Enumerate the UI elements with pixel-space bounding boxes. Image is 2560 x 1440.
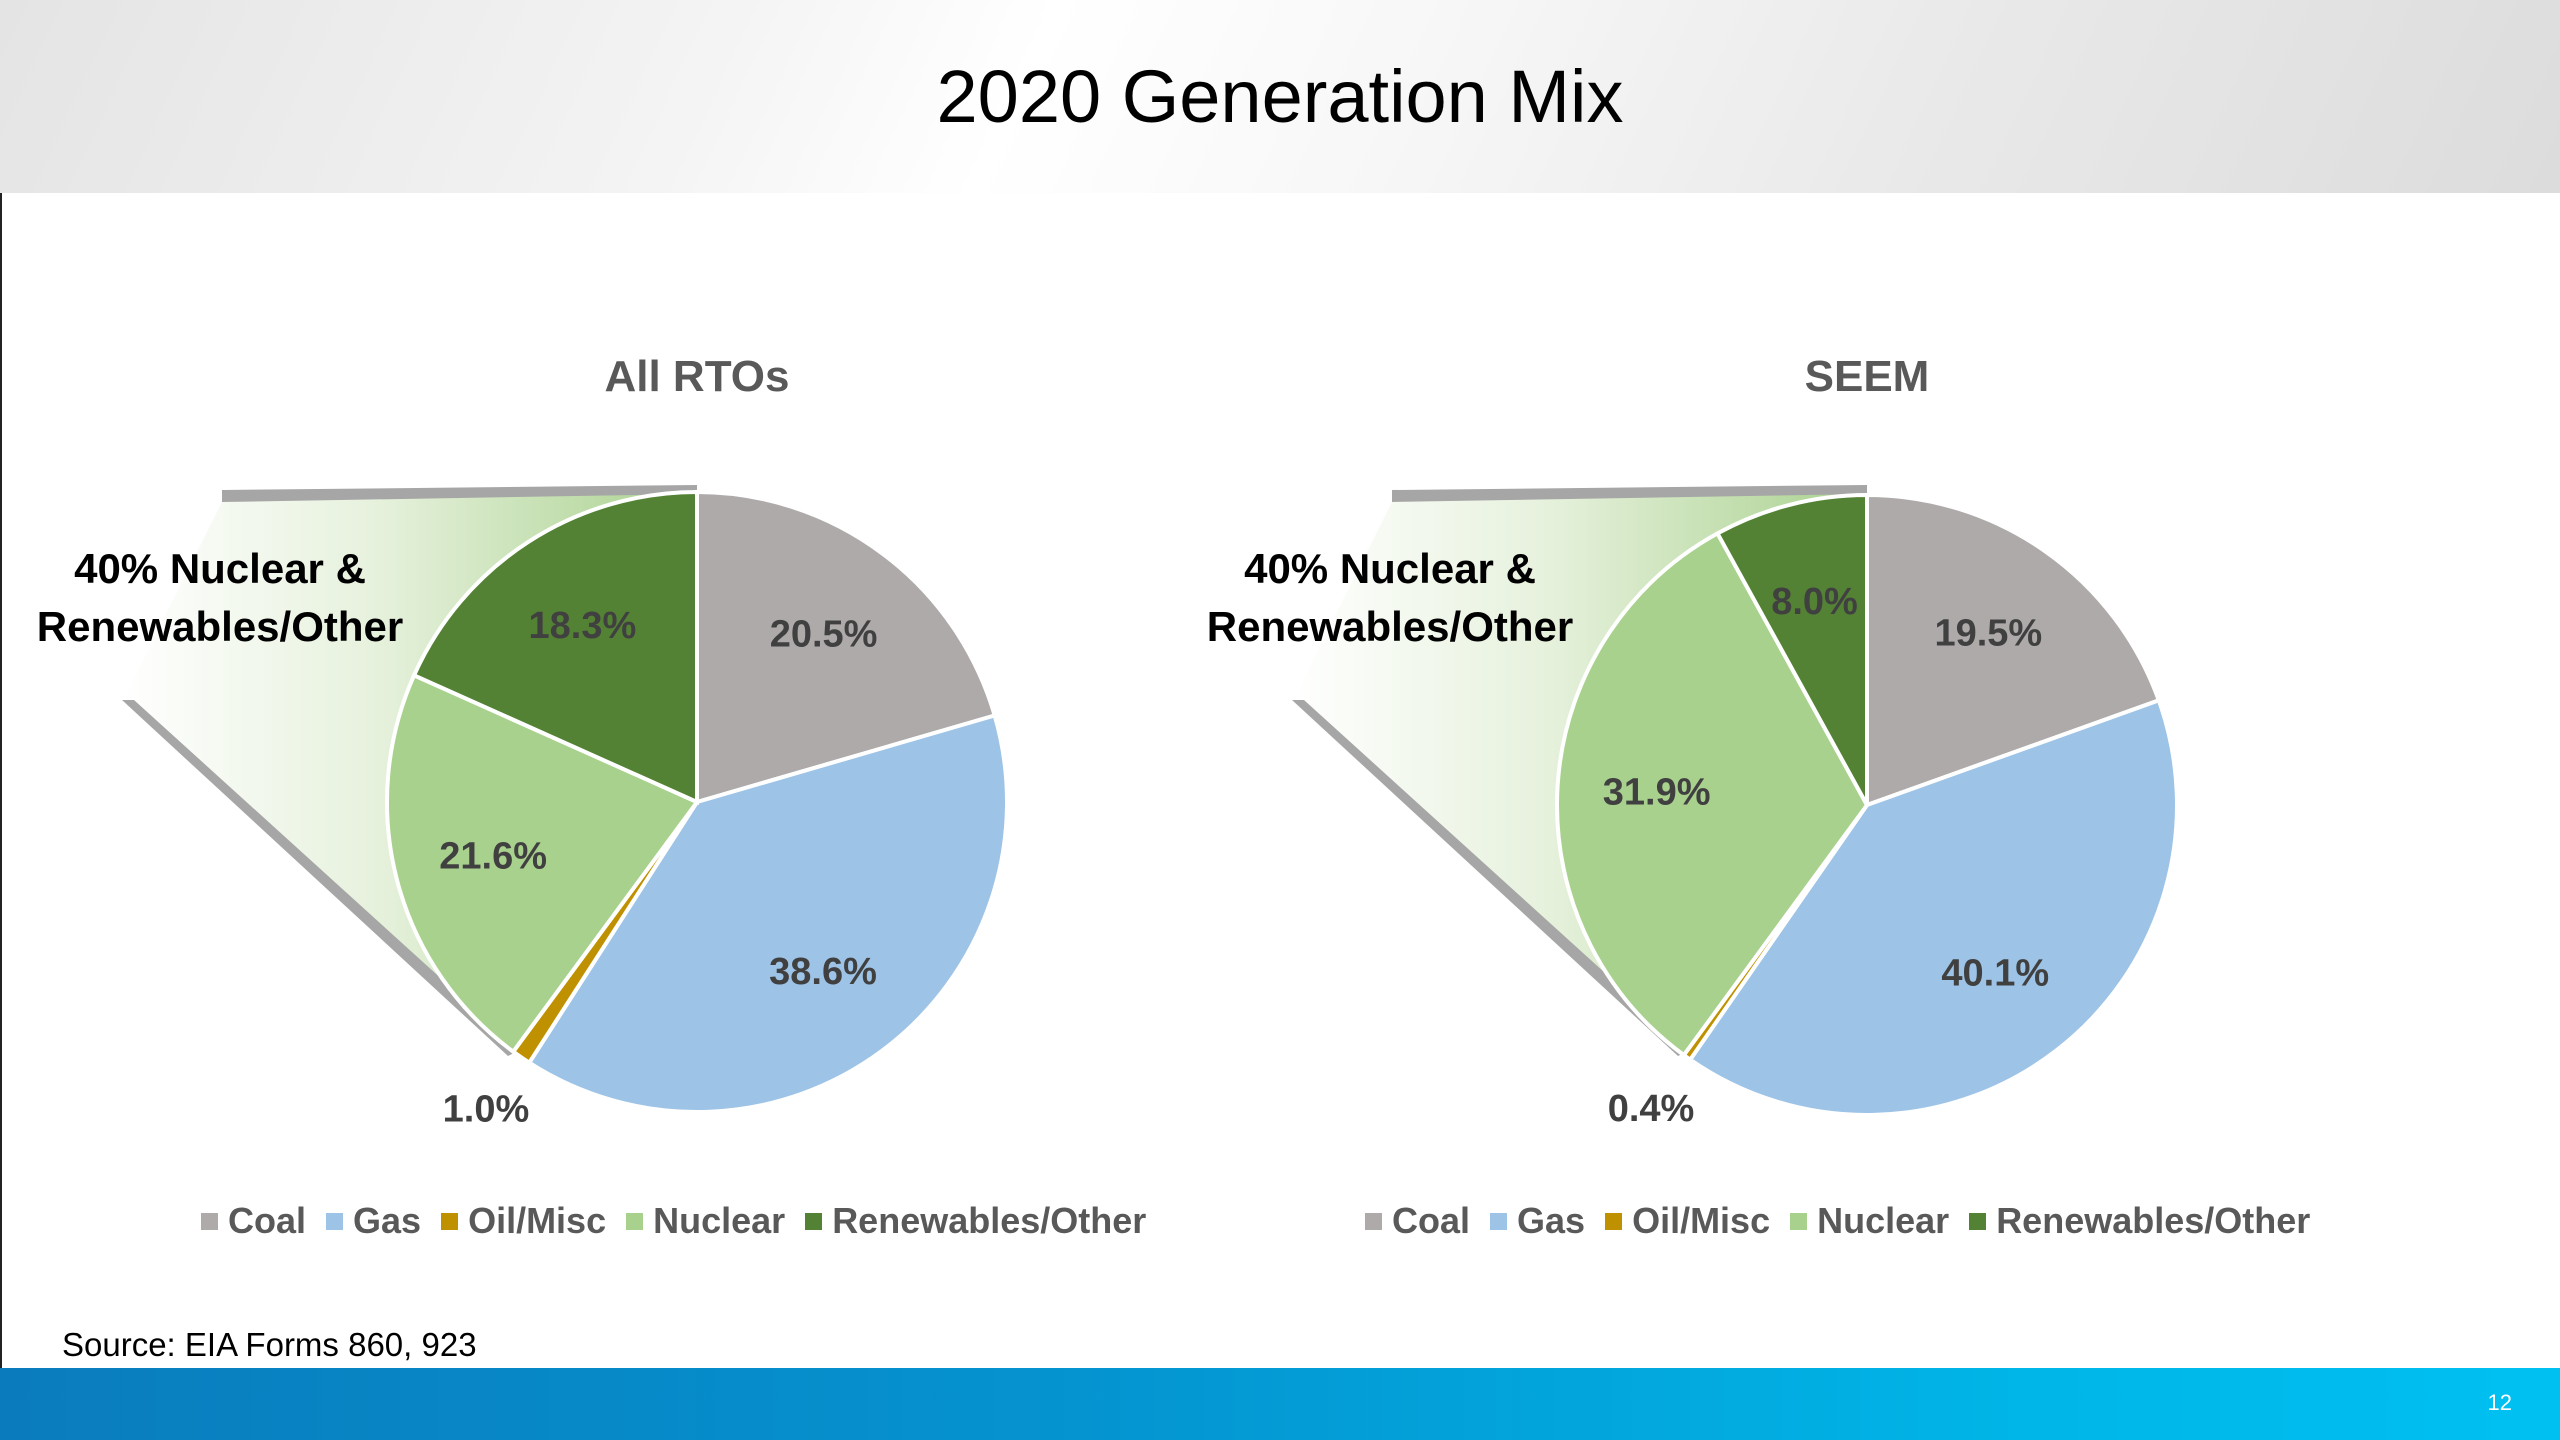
- data-label: 40.1%: [1941, 952, 2049, 994]
- legend-item: Nuclear: [626, 1200, 785, 1242]
- legend-item: Nuclear: [1790, 1200, 1949, 1242]
- data-label: 20.5%: [770, 613, 878, 655]
- footer-bar: [0, 1368, 2560, 1440]
- legend-label: Renewables/Other: [1996, 1200, 2311, 1241]
- callout-all-rtos: 40% Nuclear & Renewables/Other: [36, 545, 404, 650]
- legend-item: Oil/Misc: [441, 1200, 606, 1242]
- callout-edge-top: [1392, 485, 1867, 502]
- legend-swatch: [441, 1212, 459, 1230]
- chart-title-seem: SEEM: [1804, 352, 1930, 401]
- data-label: 18.3%: [529, 605, 637, 647]
- data-label: 31.9%: [1603, 771, 1711, 813]
- legend-item: Oil/Misc: [1605, 1200, 1770, 1242]
- legend-swatch: [1365, 1212, 1382, 1230]
- slide-title: 2020 Generation Mix: [936, 55, 1624, 138]
- legend-seem: Coal Gas Oil/Misc Nuclear Renewables/Other: [1365, 1200, 2330, 1242]
- left-border: [0, 193, 2, 1368]
- pie-chart-all-rtos: 20.5% 38.6% 1.0% 21.6% 18.3%: [122, 485, 1009, 1130]
- header-band: [0, 0, 2560, 193]
- legend-swatch: [1490, 1212, 1508, 1230]
- legend-swatch: [326, 1212, 344, 1230]
- pie-slice-renewables-other: [411, 489, 699, 806]
- data-label: 1.0%: [443, 1088, 530, 1130]
- pie-slice-coal: [695, 489, 998, 805]
- data-label: 21.6%: [439, 836, 547, 878]
- pie-slice-nuclear: [1555, 530, 1870, 1058]
- data-label: 0.4%: [1608, 1088, 1695, 1130]
- pie-slice-gas: [526, 713, 1009, 1114]
- legend-swatch: [1790, 1212, 1808, 1230]
- data-label: 8.0%: [1771, 581, 1858, 623]
- legend-item: Gas: [326, 1200, 421, 1242]
- callout-edge-bottom: [1292, 700, 1690, 1056]
- source-note: Source: EIA Forms 860, 923: [62, 1326, 477, 1363]
- legend-label: Nuclear: [1817, 1200, 1950, 1241]
- callout-edge-bottom: [122, 700, 520, 1056]
- legend-item: Renewables/Other: [1969, 1200, 2310, 1242]
- legend-swatch: [1605, 1212, 1623, 1230]
- legend-item: Renewables/Other: [805, 1200, 1146, 1242]
- legend-swatch: [1969, 1212, 1987, 1230]
- legend-label: Nuclear: [653, 1200, 786, 1241]
- legend-swatch: [626, 1212, 644, 1230]
- legend-label: Oil/Misc: [468, 1200, 607, 1241]
- pie-slice-coal: [1865, 492, 2162, 808]
- pie-slice-renewables-other: [1714, 492, 1869, 806]
- chart-title-all-rtos: All RTOs: [604, 352, 790, 401]
- legend-all-rtos: Coal Gas Oil/Misc Nuclear Renewables/Other: [201, 1200, 1166, 1242]
- data-label: 38.6%: [769, 951, 877, 993]
- legend-swatch: [201, 1212, 218, 1230]
- legend-item: Coal: [1365, 1200, 1470, 1242]
- legend-label: Coal: [1392, 1200, 1471, 1241]
- legend-label: Gas: [353, 1200, 422, 1241]
- legend-label: Gas: [1517, 1200, 1586, 1241]
- pie-slice-gas: [1687, 697, 2179, 1117]
- legend-swatch: [805, 1212, 823, 1230]
- legend-label: Renewables/Other: [832, 1200, 1147, 1241]
- data-label: 19.5%: [1934, 613, 2042, 655]
- legend-label: Oil/Misc: [1632, 1200, 1771, 1241]
- pie-chart-seem: 19.5% 40.1% 0.4% 31.9% 8.0%: [1292, 485, 2179, 1130]
- legend-item: Gas: [1490, 1200, 1585, 1242]
- legend-label: Coal: [228, 1200, 307, 1241]
- legend-item: Coal: [201, 1200, 306, 1242]
- callout-edge-top: [222, 485, 697, 502]
- callout-seem: 40% Nuclear & Renewables/Other: [1206, 545, 1574, 650]
- page-number: 12: [2487, 1390, 2512, 1415]
